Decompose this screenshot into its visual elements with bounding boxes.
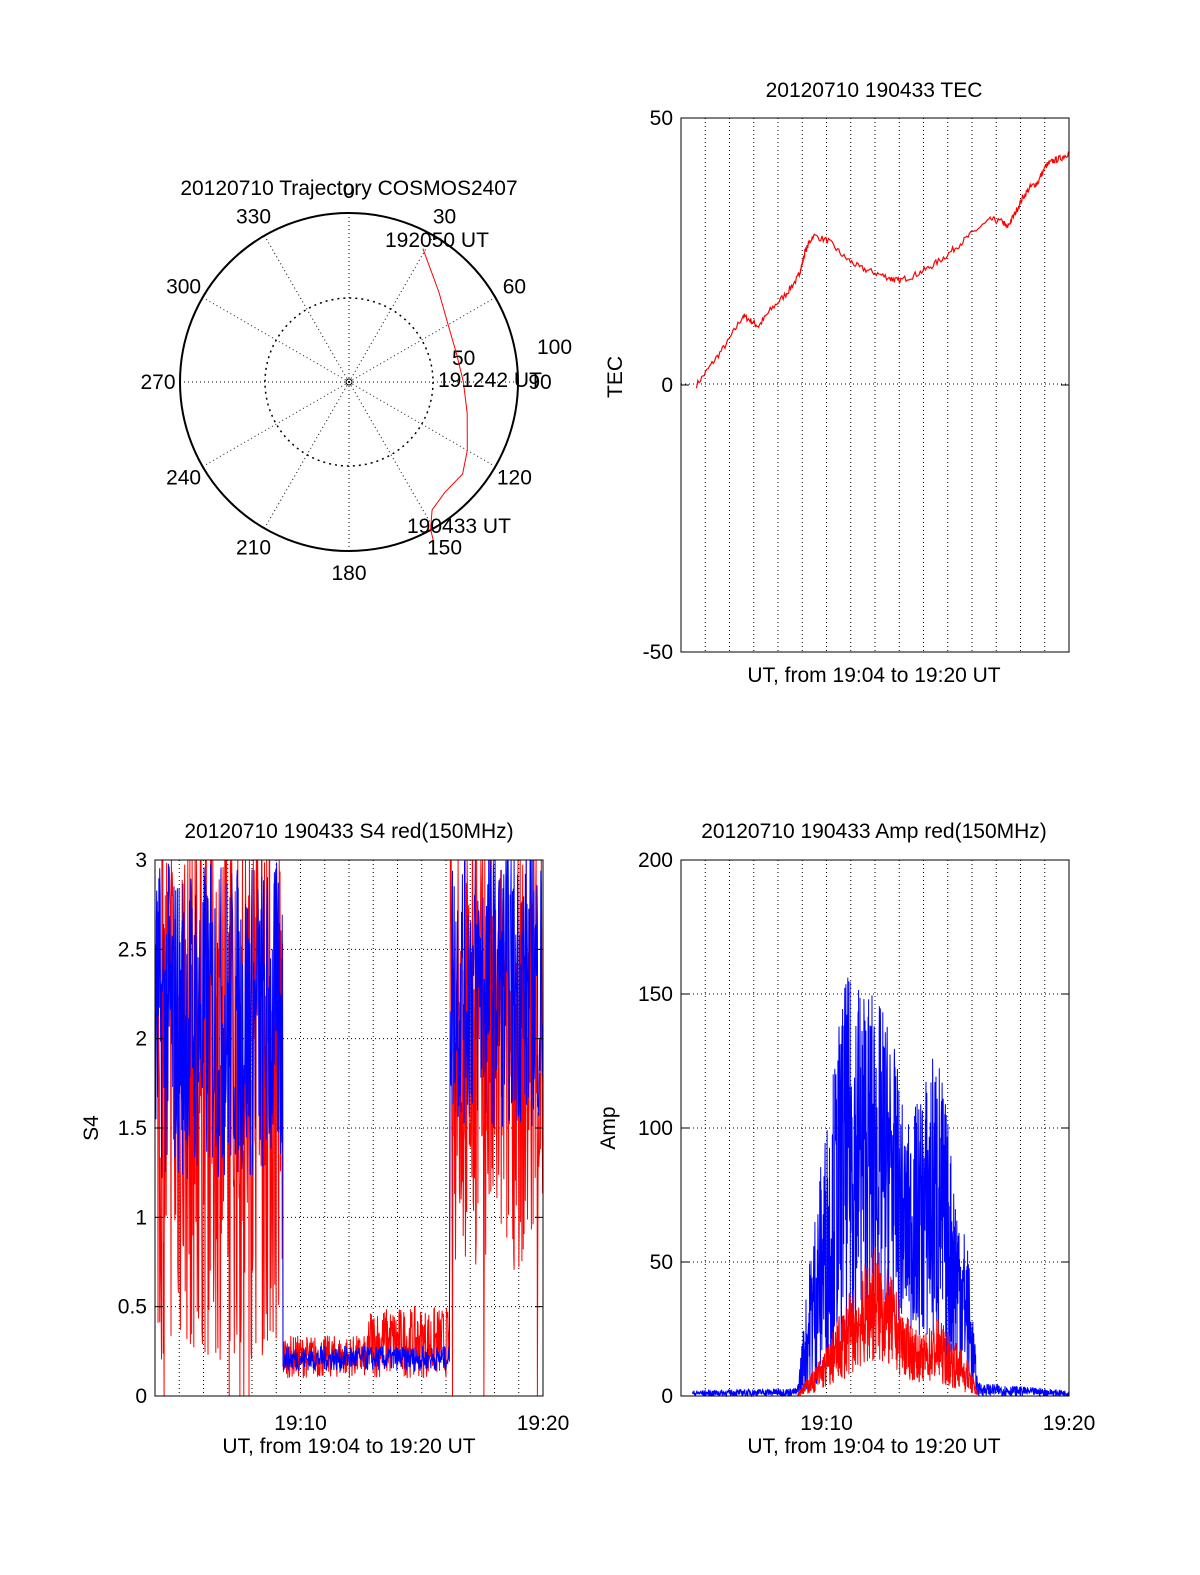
amp-ylabel: Amp <box>597 1106 620 1149</box>
polar-azimuth-label-180: 180 <box>331 562 366 585</box>
polar-azimuth-label-270: 270 <box>140 371 175 394</box>
polar-trajectory-line <box>422 248 468 541</box>
polar-ring-label-100: 100 <box>537 336 572 359</box>
amp-title: 20120710 190433 Amp red(150MHz) <box>701 820 1047 843</box>
s4-xlabel: UT, from 19:04 to 19:20 UT <box>222 1435 475 1458</box>
polar-azimuth-label-240: 240 <box>166 467 201 490</box>
polar-trajectory-plot: 20120710 Trajectory COSMOS2407 0 30 60 90 12… <box>140 177 572 585</box>
s4-ytick-label-3: 1.5 <box>118 1117 147 1140</box>
s4-xtick-label-1: 19:20 <box>517 1412 570 1435</box>
polar-spoke-60 <box>348 297 496 383</box>
s4-title: 20120710 190433 S4 red(150MHz) <box>184 820 513 843</box>
amp-xlabel: UT, from 19:04 to 19:20 UT <box>747 1435 1000 1458</box>
amp-series-red <box>797 1247 979 1397</box>
polar-title: 20120710 Trajectory COSMOS2407 <box>180 177 517 200</box>
polar-azimuth-label-300: 300 <box>166 276 201 299</box>
amp-ytick-label-0: 0 <box>661 1385 673 1408</box>
amp-plot: 20120710 190433 Amp red(150MHz) 0 50 100 15… <box>597 820 1095 1458</box>
polar-spoke-330 <box>264 235 350 383</box>
polar-spoke-210 <box>264 381 350 529</box>
polar-azimuth-label-210: 210 <box>236 536 271 559</box>
polar-azimuth-label-30: 30 <box>433 206 456 229</box>
polar-spoke-240 <box>202 381 350 467</box>
polar-azimuth-label-330: 330 <box>236 206 271 229</box>
polar-spoke-30 <box>348 235 434 383</box>
polar-spoke-120 <box>348 381 496 467</box>
s4-series-blue <box>154 859 544 1373</box>
s4-ytick-label-1: 0.5 <box>118 1296 147 1319</box>
amp-series-blue <box>692 977 1070 1398</box>
amp-xtick-label-1: 19:20 <box>1043 1412 1096 1435</box>
tec-ytick-label-1: 0 <box>661 374 673 397</box>
polar-annotation-start: 190433 UT <box>407 515 511 538</box>
polar-azimuth-label-90: 90 <box>528 371 551 394</box>
tec-xlabel: UT, from 19:04 to 19:20 UT <box>747 664 1000 687</box>
s4-ytick-label-2: 1 <box>135 1206 147 1229</box>
polar-center <box>345 378 353 386</box>
polar-ring-label-50: 50 <box>452 347 475 370</box>
polar-azimuth-label-0: 0 <box>343 180 355 203</box>
tec-title: 20120710 190433 TEC <box>766 79 983 102</box>
s4-ytick-label-5: 2.5 <box>118 938 147 961</box>
amp-xtick-label-0: 19:10 <box>800 1412 853 1435</box>
s4-ytick-label-4: 2 <box>135 1028 147 1051</box>
polar-azimuth-label-150: 150 <box>427 536 462 559</box>
s4-ylabel: S4 <box>80 1115 103 1141</box>
polar-annotation-mid: 191242 UT <box>438 369 542 392</box>
tec-ylabel: TEC <box>604 356 627 398</box>
s4-series-red <box>154 859 544 1397</box>
polar-spoke-150 <box>348 381 434 529</box>
amp-ytick-label-4: 200 <box>638 849 673 872</box>
s4-ytick-label-0: 0 <box>135 1385 147 1408</box>
polar-spoke-300 <box>202 297 350 383</box>
tec-ytick-label-0: -50 <box>643 641 673 664</box>
polar-annotation-end: 192050 UT <box>385 229 489 252</box>
tec-series-line <box>695 151 1070 389</box>
tec-plot: 20120710 190433 TEC -50 0 50 TEC UT, from … <box>604 79 1070 687</box>
s4-xtick-label-0: 19:10 <box>274 1412 327 1435</box>
polar-azimuth-label-60: 60 <box>503 276 526 299</box>
polar-azimuth-label-120: 120 <box>497 467 532 490</box>
s4-ytick-label-6: 3 <box>135 849 147 872</box>
amp-ytick-label-1: 50 <box>650 1251 673 1274</box>
amp-ytick-label-3: 150 <box>638 983 673 1006</box>
s4-plot: 20120710 190433 S4 red(150MHz) 0 0.5 1 1.5 2… <box>80 820 569 1458</box>
tec-ytick-label-2: 50 <box>650 107 673 130</box>
amp-ytick-label-2: 100 <box>638 1117 673 1140</box>
